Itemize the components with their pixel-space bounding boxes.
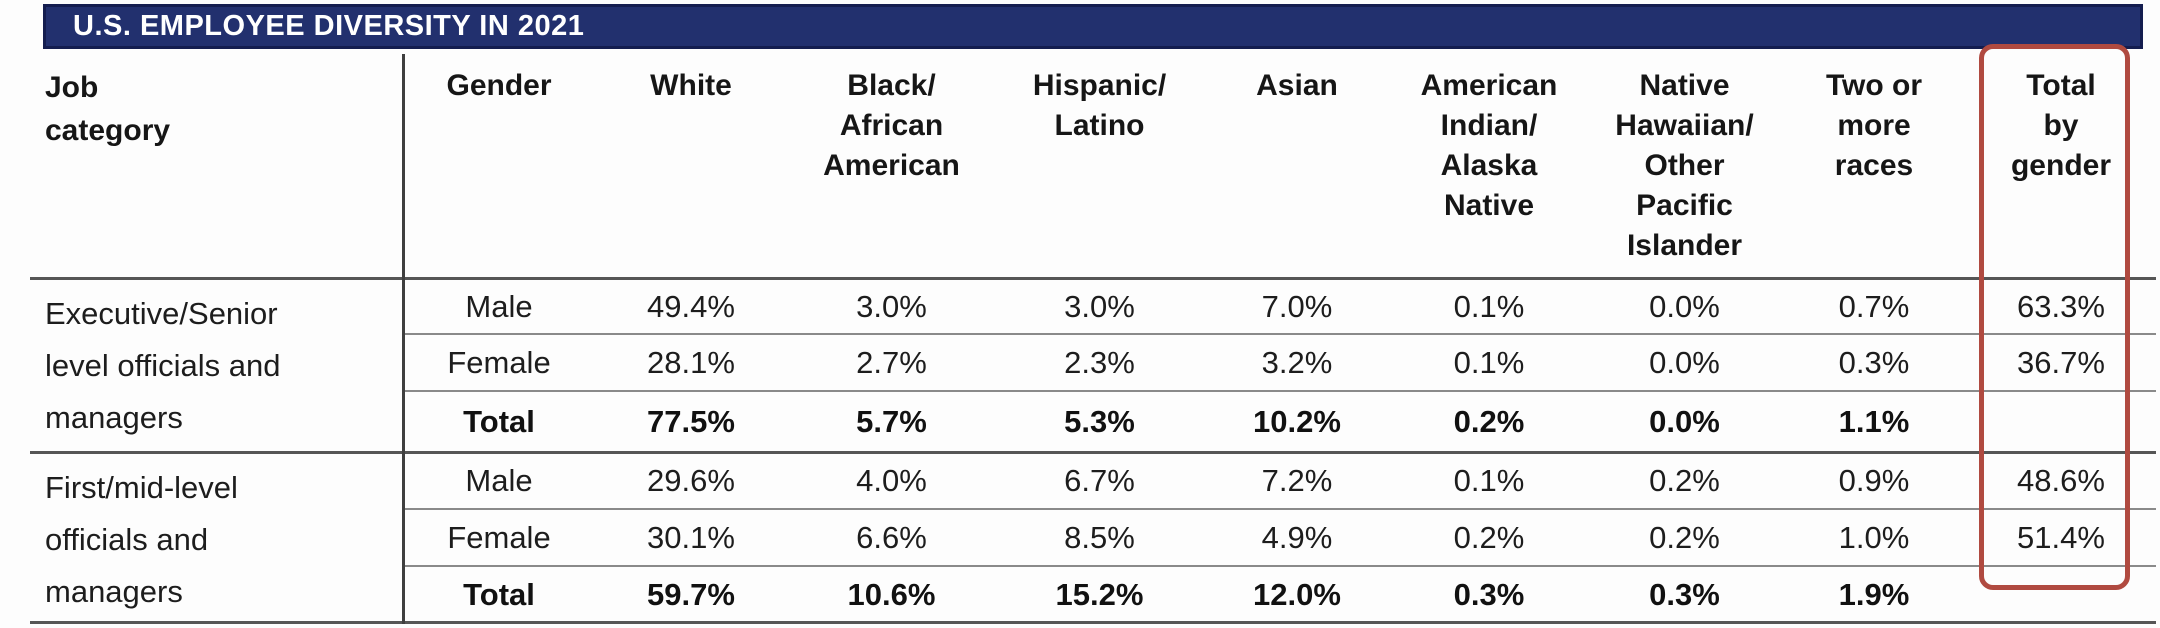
cell-total-by-gender: 48.6% (2017, 463, 2105, 498)
cell-black: 5.7% (856, 404, 927, 439)
cell-white: 59.7% (647, 576, 735, 612)
cell-native-hawaiian: 0.0% (1649, 345, 1720, 380)
rule-below-exec-female (403, 390, 2156, 392)
column-header-total-by-gender: Total by gender (2010, 69, 2112, 182)
table-row-exec-total: Total 77.5% 5.7% 5.3% 10.2% 0.2% 0.0% 1.… (30, 393, 2156, 451)
cell-hispanic: 3.0% (1064, 288, 1135, 324)
cell-total-by-gender (1966, 568, 2156, 621)
cell-native-hawaiian: 0.0% (1649, 404, 1720, 439)
cell-white: 29.6% (647, 463, 735, 498)
cell-native-hawaiian: 0.2% (1649, 520, 1720, 555)
cell-total-by-gender: 36.7% (2017, 345, 2105, 380)
cell-white: 30.1% (647, 520, 735, 555)
cell-american-indian: 0.3% (1453, 576, 1525, 612)
cell-total-by-gender: 63.3% (2017, 288, 2105, 324)
rule-table-bottom (30, 621, 2156, 624)
cell-two-or-more: 0.3% (1838, 345, 1910, 380)
column-header-native-hawaiian-pacific-islander: Native Hawaiian/ Other Pacific Islander (1615, 69, 1754, 262)
cell-american-indian: 0.1% (1453, 463, 1525, 498)
column-header-gender: Gender (446, 69, 552, 102)
cell-american-indian: 0.1% (1453, 288, 1525, 324)
column-header-white: White (650, 69, 732, 102)
table-header-row: Job category Gender White Black/ African… (30, 49, 2156, 277)
cell-asian: 7.0% (1261, 288, 1333, 324)
cell-asian: 7.2% (1261, 463, 1333, 498)
rule-below-firstmid-male (403, 508, 2156, 510)
cell-native-hawaiian: 0.2% (1649, 463, 1720, 498)
cell-asian: 12.0% (1253, 576, 1341, 612)
cell-black: 4.0% (856, 463, 927, 498)
column-header-hispanic-latino: Hispanic/ Latino (1032, 69, 1167, 142)
cell-native-hawaiian: 0.3% (1649, 576, 1720, 612)
column-header-black-african-american: Black/ African American (823, 69, 960, 182)
column-header-american-indian-alaska-native: American Indian/ Alaska Native (1420, 69, 1558, 222)
cell-hispanic: 5.3% (1064, 404, 1135, 439)
table-row-firstmid-male: Male 29.6% 4.0% 6.7% 7.2% 0.1% 0.2% 0.9%… (30, 454, 2156, 508)
cell-gender: Total (463, 576, 535, 612)
cell-gender: Male (465, 463, 533, 498)
cell-black: 10.6% (847, 576, 936, 612)
cell-american-indian: 0.1% (1453, 345, 1525, 380)
cell-american-indian: 0.2% (1453, 404, 1525, 439)
cell-american-indian: 0.2% (1453, 520, 1525, 555)
cell-native-hawaiian: 0.0% (1649, 288, 1720, 324)
title-bar: U.S. EMPLOYEE DIVERSITY IN 2021 (43, 4, 2143, 49)
column-header-asian: Asian (1256, 69, 1338, 102)
cell-hispanic: 6.7% (1064, 463, 1135, 498)
cell-two-or-more: 1.9% (1838, 576, 1910, 612)
table-row-exec-female: Female 28.1% 2.7% 2.3% 3.2% 0.1% 0.0% 0.… (30, 336, 2156, 390)
rule-below-firstmid-female (403, 565, 2156, 567)
cell-hispanic: 8.5% (1064, 520, 1135, 555)
cell-asian: 3.2% (1261, 345, 1333, 380)
cell-two-or-more: 0.7% (1838, 288, 1910, 324)
cell-two-or-more: 1.0% (1838, 520, 1910, 555)
rule-below-header (30, 277, 2156, 280)
table-row-firstmid-female: Female 30.1% 6.6% 8.5% 4.9% 0.2% 0.2% 1.… (30, 511, 2156, 565)
column-header-job-category: Job category (45, 71, 171, 147)
rule-between-groups (30, 451, 2156, 454)
job-category-first-mid-level: First/mid-level officials and managers (45, 470, 238, 609)
figure-title: U.S. EMPLOYEE DIVERSITY IN 2021 (73, 10, 585, 42)
cell-gender: Male (465, 288, 533, 324)
table-row-exec-male: Male 49.4% 3.0% 3.0% 7.0% 0.1% 0.0% 0.7%… (30, 280, 2156, 333)
cell-gender: Female (447, 345, 551, 380)
job-category-executive-senior: Executive/Senior level officials and man… (45, 296, 281, 435)
cell-gender: Total (463, 404, 535, 439)
column-header-two-or-more-races: Two or more races (1825, 69, 1923, 182)
cell-white: 77.5% (647, 404, 735, 439)
cell-asian: 10.2% (1253, 404, 1341, 439)
cell-black: 3.0% (856, 288, 927, 324)
cell-hispanic: 15.2% (1055, 576, 1144, 612)
cell-two-or-more: 0.9% (1838, 463, 1910, 498)
cell-hispanic: 2.3% (1064, 345, 1135, 380)
cell-gender: Female (447, 520, 551, 555)
rule-below-exec-male (403, 333, 2156, 335)
cell-black: 2.7% (856, 345, 927, 380)
table-row-firstmid-total: Total 59.7% 10.6% 15.2% 12.0% 0.3% 0.3% … (30, 568, 2156, 621)
cell-white: 49.4% (647, 288, 735, 324)
cell-two-or-more: 1.1% (1838, 404, 1910, 439)
cell-total-by-gender: 51.4% (2017, 520, 2105, 555)
cell-asian: 4.9% (1261, 520, 1333, 555)
cell-black: 6.6% (856, 520, 927, 555)
cell-total-by-gender (1966, 393, 2156, 451)
cell-white: 28.1% (647, 345, 735, 380)
rule-job-category-divider (402, 54, 405, 624)
